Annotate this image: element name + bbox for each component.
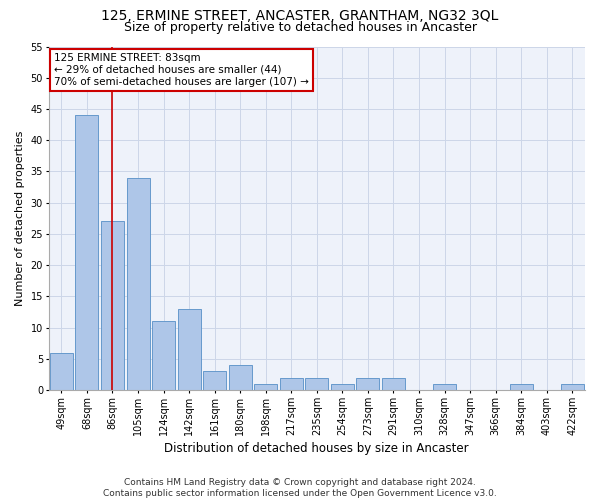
Bar [382,378,405,390]
Bar [509,384,533,390]
Bar [203,372,226,390]
Bar [254,384,277,390]
Bar [152,322,175,390]
X-axis label: Distribution of detached houses by size in Ancaster: Distribution of detached houses by size … [164,442,469,455]
Bar [433,384,456,390]
Text: 125, ERMINE STREET, ANCASTER, GRANTHAM, NG32 3QL: 125, ERMINE STREET, ANCASTER, GRANTHAM, … [101,9,499,23]
Bar [76,115,98,390]
Bar [305,378,328,390]
Bar [127,178,149,390]
Text: Contains HM Land Registry data © Crown copyright and database right 2024.
Contai: Contains HM Land Registry data © Crown c… [103,478,497,498]
Text: 125 ERMINE STREET: 83sqm
← 29% of detached houses are smaller (44)
70% of semi-d: 125 ERMINE STREET: 83sqm ← 29% of detach… [54,54,309,86]
Bar [561,384,584,390]
Y-axis label: Number of detached properties: Number of detached properties [15,130,25,306]
Bar [229,365,251,390]
Bar [50,352,73,390]
Text: Size of property relative to detached houses in Ancaster: Size of property relative to detached ho… [124,21,476,34]
Bar [101,222,124,390]
Bar [331,384,354,390]
Bar [280,378,303,390]
Bar [356,378,379,390]
Bar [178,309,200,390]
